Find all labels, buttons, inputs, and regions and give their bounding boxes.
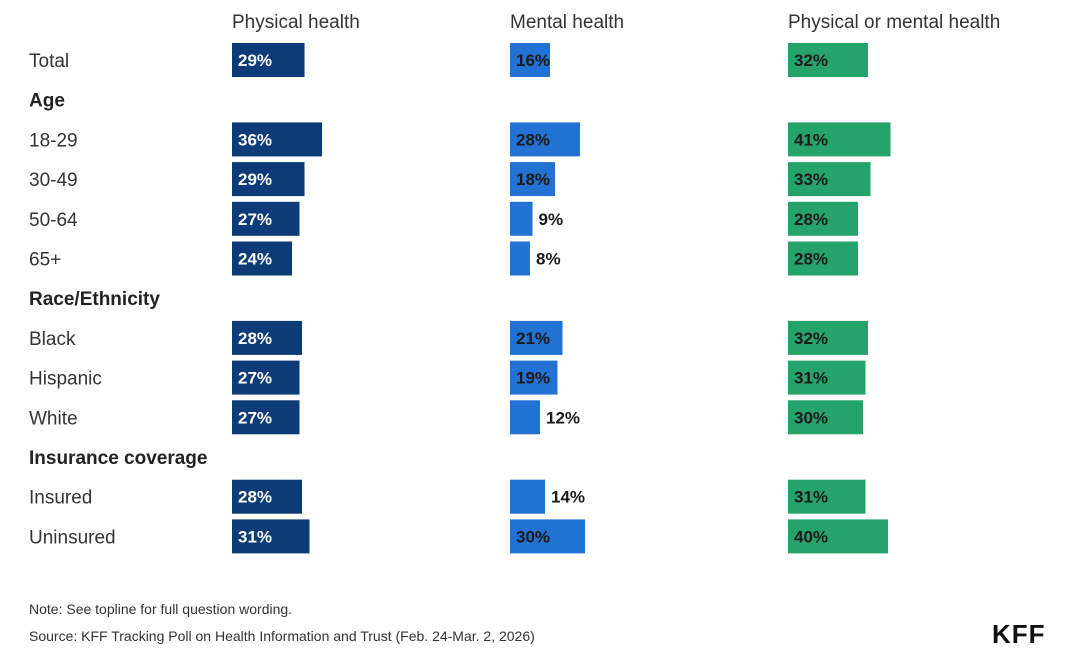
data-label: 21% xyxy=(516,329,550,348)
row-label: 50-64 xyxy=(29,210,78,231)
bar xyxy=(510,320,563,355)
bar xyxy=(788,479,866,514)
data-label: 14% xyxy=(551,488,585,507)
bar xyxy=(788,360,866,395)
bar xyxy=(232,43,305,77)
bar xyxy=(232,519,310,554)
row-label: 18-29 xyxy=(29,130,78,151)
bar xyxy=(232,400,300,435)
row-label: Hispanic xyxy=(29,369,102,390)
data-label: 19% xyxy=(516,369,550,388)
data-label: 27% xyxy=(238,408,272,427)
bar xyxy=(510,122,580,157)
bar xyxy=(788,241,858,276)
bar xyxy=(232,201,300,236)
data-label: 29% xyxy=(238,51,272,70)
group-heading: Insurance coverage xyxy=(29,448,207,469)
bar xyxy=(788,162,871,197)
bar xyxy=(232,320,302,355)
group-heading: Race/Ethnicity xyxy=(29,289,160,310)
data-label: 40% xyxy=(794,527,828,546)
bar xyxy=(232,162,305,197)
data-label: 28% xyxy=(794,250,828,269)
footnote: Note: See topline for full question word… xyxy=(29,601,293,617)
data-label: 27% xyxy=(238,210,272,229)
data-label: 18% xyxy=(516,170,550,189)
row-label: Total xyxy=(29,51,69,72)
bar xyxy=(788,122,891,157)
row-label: Black xyxy=(29,329,76,350)
data-label: 16% xyxy=(516,51,550,70)
bar xyxy=(510,201,533,236)
column-header: Physical health xyxy=(232,12,360,33)
data-label: 28% xyxy=(238,488,272,507)
bar xyxy=(788,320,868,355)
data-label: 27% xyxy=(238,369,272,388)
data-label: 28% xyxy=(238,329,272,348)
row-label: 30-49 xyxy=(29,170,78,191)
bar xyxy=(788,400,863,435)
bar xyxy=(788,519,888,554)
bar xyxy=(510,479,545,514)
bar xyxy=(510,400,540,435)
column-header: Mental health xyxy=(510,12,624,33)
bar xyxy=(510,519,585,554)
data-label: 31% xyxy=(794,488,828,507)
bar-chart: Physical health Mental health Physical or … xyxy=(29,12,1000,554)
data-label: 41% xyxy=(794,130,828,149)
data-label: 32% xyxy=(794,329,828,348)
data-label: 36% xyxy=(238,130,272,149)
data-label: 28% xyxy=(794,210,828,229)
data-label: 8% xyxy=(536,250,561,269)
data-label: 12% xyxy=(546,408,580,427)
data-label: 28% xyxy=(516,130,550,149)
data-label: 31% xyxy=(794,369,828,388)
data-label: 32% xyxy=(794,51,828,70)
kff-logo: KFF xyxy=(992,619,1046,649)
bar xyxy=(510,162,555,197)
row-label: Insured xyxy=(29,488,92,509)
data-label: 30% xyxy=(794,408,828,427)
source-note: Source: KFF Tracking Poll on Health Info… xyxy=(29,628,535,644)
bar xyxy=(510,241,530,276)
column-header: Physical or mental health xyxy=(788,12,1000,33)
bar xyxy=(232,360,300,395)
bar xyxy=(232,241,292,276)
bar xyxy=(510,360,558,395)
row-label: 65+ xyxy=(29,250,61,271)
bar xyxy=(510,43,550,77)
bar xyxy=(232,122,322,157)
data-label: 33% xyxy=(794,170,828,189)
data-label: 29% xyxy=(238,170,272,189)
bar xyxy=(788,43,868,77)
group-heading: Age xyxy=(29,91,65,112)
data-label: 9% xyxy=(539,210,564,229)
data-label: 24% xyxy=(238,250,272,269)
data-label: 30% xyxy=(516,527,550,546)
data-label: 31% xyxy=(238,527,272,546)
bar xyxy=(788,201,858,236)
row-label: Uninsured xyxy=(29,527,116,548)
bar xyxy=(232,479,302,514)
row-label: White xyxy=(29,408,78,429)
